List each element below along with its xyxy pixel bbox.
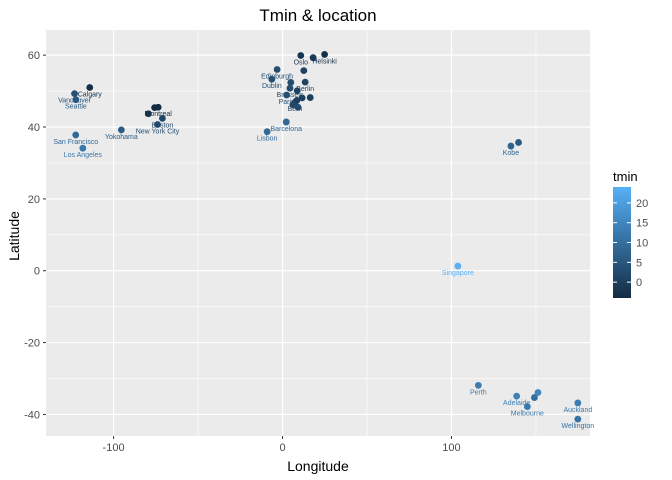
point-label: Los Angeles [64,152,103,159]
point-label: San Francisco [53,139,98,146]
data-point [117,126,125,134]
point-label: Lisbon [257,136,278,143]
data-point [72,131,80,139]
data-point [513,392,521,400]
point-label: Barcelona [270,126,302,133]
point-label: Oslo [294,60,309,67]
point-label: Auckland [563,407,592,414]
data-point [286,84,294,92]
point-label: Dublin [262,83,282,90]
point-label: Bern [288,106,303,113]
point-label: Edinburgh [261,74,293,81]
data-point [273,66,281,73]
data-point [72,96,80,104]
legend-tick-label: 20 [636,198,648,210]
x-axis-ticks: -100 0 100 [103,436,461,454]
point-label: Melbourne [511,411,544,418]
data-point [71,90,78,97]
legend-tick-label: 15 [636,218,648,230]
major-gridlines [46,30,590,436]
data-point [309,54,317,62]
point-label: Wellington [562,423,595,430]
legend-tick-label: 0 [636,277,642,289]
data-point [159,114,166,122]
point-label: Kobe [503,150,519,157]
data-point [574,399,582,407]
x-tick-label: 0 [279,442,285,454]
data-point [263,128,271,136]
data-point [301,78,309,86]
point-label: Vancouver [58,98,92,105]
data-point [306,94,314,101]
data-point [144,110,152,118]
legend-ticks: 0 5 10 15 20 [613,198,648,289]
minor-gridlines [46,30,590,436]
data-point [531,394,538,401]
point-label: Helsinki [312,58,337,65]
data-point [574,415,582,423]
point-label: New York City [136,128,180,135]
chart-title: Tmin & location [259,6,376,25]
legend: tmin 0 5 10 15 20 [613,169,648,298]
x-axis-title: Longitude [287,458,349,474]
data-point [79,144,87,152]
point-label: Singapore [442,270,474,277]
point-label: Perth [470,389,487,396]
legend-tick-label: 10 [636,238,648,250]
data-point [300,67,308,74]
legend-tick-label: 5 [636,257,642,269]
data-point [283,91,290,99]
point-label: Paris [279,99,295,106]
plot-panel [46,30,590,436]
y-axis-ticks: -40 -20 0 20 40 60 [24,50,46,421]
y-tick-label: 60 [28,50,40,62]
data-point [289,101,297,109]
y-tick-label: -40 [24,409,40,421]
data-point [268,75,276,83]
data-point [454,262,462,270]
point-label: Brussels [277,92,304,99]
data-point [474,381,482,389]
point-label: Adelaide [503,400,530,407]
data-point [321,51,328,58]
point-label: Seattle [65,104,87,111]
point-label: Montreal [145,111,173,118]
y-axis-title: Latitude [6,211,22,261]
data-point [287,79,295,86]
point-label: Calgary [78,91,103,98]
data-point [282,118,290,126]
data-point [294,103,302,111]
legend-colorbar [613,187,631,298]
y-tick-label: 0 [34,266,40,278]
x-tick-label: 100 [442,442,460,454]
x-tick-label: -100 [103,442,125,454]
point-label: Berlin [296,86,314,93]
data-point [515,139,522,146]
point-label: Boston [152,122,174,129]
data-point [154,121,161,128]
y-tick-label: 40 [28,122,40,134]
y-tick-label: 20 [28,194,40,206]
data-point [298,94,306,102]
data-points [71,51,582,423]
data-point [534,389,542,396]
data-point [507,142,515,150]
point-label: Yokohama [105,134,138,141]
data-point [86,84,94,91]
y-tick-label: -20 [24,338,40,350]
legend-title: tmin [613,169,638,184]
data-point [293,87,301,95]
data-point [297,52,305,59]
data-point [151,104,159,112]
data-point [523,403,531,410]
